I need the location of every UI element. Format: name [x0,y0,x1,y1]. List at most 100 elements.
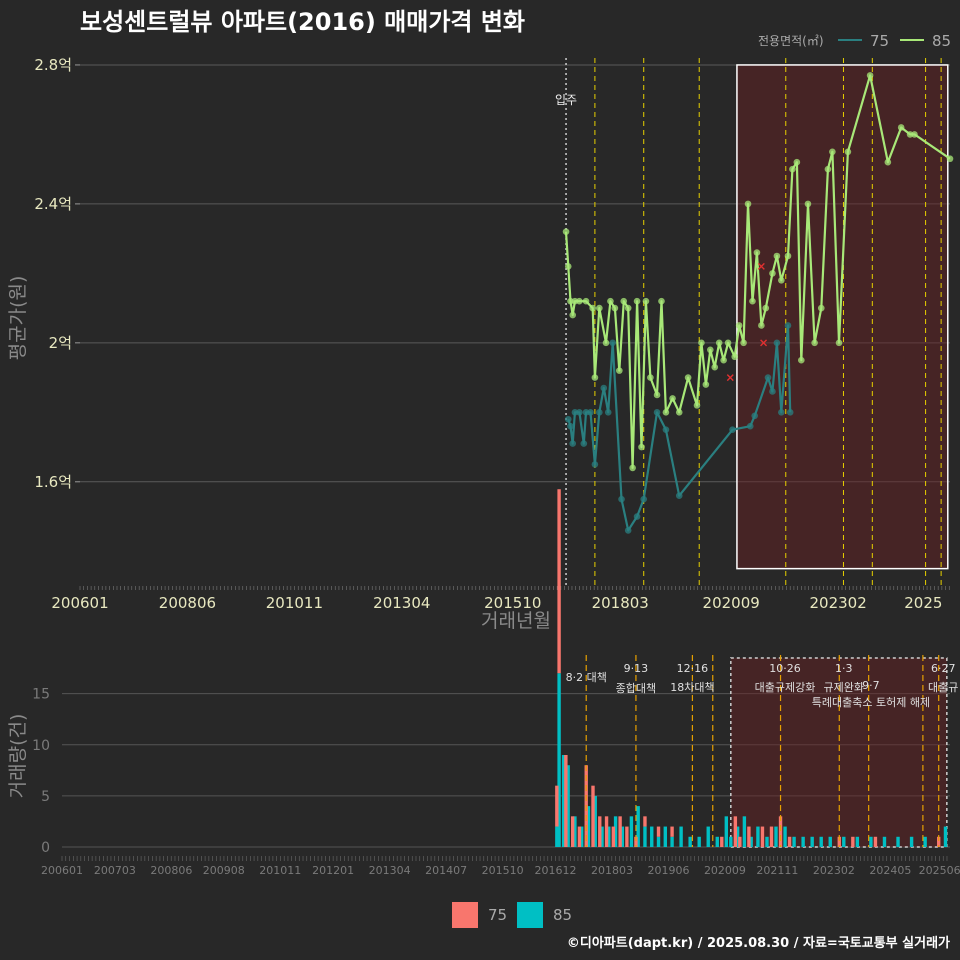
bottom-legend: 75 85 [452,902,572,928]
volume-bar-75 [577,826,582,847]
volume-bar-85 [706,826,710,847]
volume-x-tick-label: 200601 [41,864,83,877]
volume-bar-85 [742,816,747,847]
volume-bar-85 [561,755,566,847]
legend-label-85: 85 [932,32,951,50]
policy-label: 8·2 대책 [566,671,607,684]
volume-y-tick-label: 15 [32,687,50,703]
volume-bar-75 [625,826,629,847]
price-chart: 1.6억 2억 2.4억 2.8억 200601 200806 201011 201304 20… [34,56,954,612]
cancelled-deal-marker [757,262,765,270]
data-point-85 [884,158,892,166]
data-point-85 [946,155,954,163]
volume-bar-85 [573,816,577,847]
volume-x-tick-label: 201201 [312,864,354,877]
data-point-75 [580,440,588,447]
volume-bar-85 [765,836,769,847]
volume-bar-75 [670,826,674,837]
policy-label-date: 12·16 [677,662,709,675]
data-point-85 [811,339,818,347]
volume-bar-75 [656,826,661,837]
volume-x-tick-label: 201011 [259,864,301,877]
volume-x-tick-label: 201906 [647,864,689,877]
legend-title: 전용면적(㎡) [758,34,824,48]
data-point-85 [784,252,792,260]
data-point-85 [778,277,785,284]
chart-title: 보성센트럴뷰 아파트(2016) 매매가격 변화 [80,8,525,36]
volume-bar-85 [679,826,683,847]
data-point-85 [662,409,670,416]
data-point-85 [620,297,628,305]
data-point-85 [724,339,732,347]
x-tick-label: 201011 [266,594,323,612]
volume-bar-85 [557,673,561,847]
data-point-85 [582,297,590,305]
volume-x-tick-label: 201304 [369,864,411,877]
volume-bar-75 [618,816,622,847]
volume-bar-75 [643,816,647,827]
policy-label-name: 대출규 [928,681,958,694]
volume-bar-85 [855,836,860,847]
data-point-75 [591,461,599,468]
data-point-85 [616,367,623,374]
data-point-85 [789,165,796,173]
volume-bar-75 [611,826,616,847]
data-point-85 [753,249,761,256]
volume-bar-85 [586,806,591,847]
volume-x-tick-label: 202111 [756,864,798,877]
top-legend: 전용면적(㎡) 75 85 [758,32,951,50]
legend-label-75: 75 [870,32,889,50]
data-point-85 [835,339,843,347]
data-point-85 [693,402,701,409]
volume-x-tick-label: 202405 [869,864,911,877]
volume-bar-85 [656,836,661,847]
data-point-85 [911,131,918,138]
data-point-85 [562,228,570,235]
volume-bar-85 [670,836,674,847]
x-tick-label: 201803 [592,594,649,612]
volume-x-tick-label: 201510 [482,864,524,877]
volume-bar-85 [629,816,634,847]
data-point-75 [569,440,577,447]
volume-bar-85 [636,806,640,847]
data-point-75 [675,492,683,499]
volume-bar-85 [943,826,948,847]
volume-bar-85 [896,836,900,847]
data-point-75 [640,495,648,503]
data-point-75 [764,374,772,381]
data-point-75 [653,409,661,416]
volume-x-tick-label: 201612 [534,864,576,877]
policy-label-name: 종합대책 [616,682,656,695]
data-point-85 [669,395,676,402]
data-point-85 [744,200,752,208]
volume-chart: 0 5 10 15 200601 200703 200806 200908 201011 2012… [32,489,960,877]
volume-bar-85 [620,826,625,847]
data-point-85 [607,297,614,305]
data-point-75 [567,422,574,430]
volume-bar-85 [749,836,753,847]
volume-bar-85 [828,836,832,847]
volume-bar-75 [598,816,602,847]
volume-bar-75 [851,836,855,847]
data-point-85 [629,464,636,472]
data-point-85 [824,165,832,173]
data-point-75 [609,339,616,347]
volume-bar-85 [735,826,740,847]
volume-bar-75 [733,816,738,847]
data-point-75 [729,426,736,433]
data-point-85 [866,72,874,79]
data-point-85 [798,356,805,364]
volume-bar-85 [593,795,597,847]
policy-label-date: 6·27 [931,662,956,675]
volume-bar-85 [566,765,570,847]
cancelled-deal-marker [726,374,734,382]
volume-bar-85 [663,826,667,847]
data-point-85 [804,200,812,208]
data-point-85 [569,311,577,319]
volume-bar-75 [837,836,841,847]
volume-bar-75 [557,489,561,674]
data-point-85 [829,148,836,156]
x-tick-label: 201510 [484,594,541,612]
data-point-75 [587,409,594,416]
